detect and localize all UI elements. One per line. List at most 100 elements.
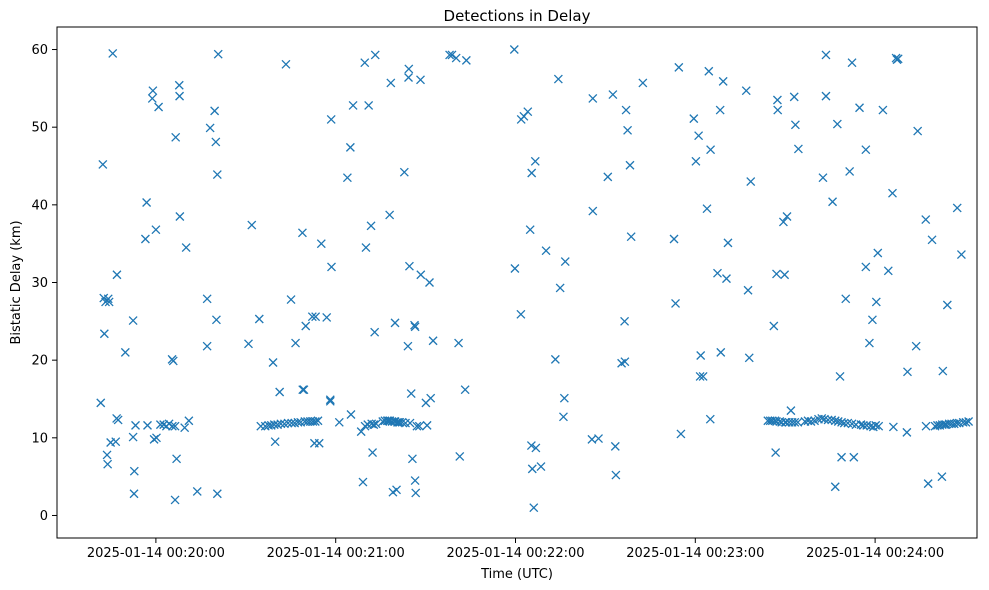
- data-point: [346, 410, 356, 419]
- data-point: [674, 62, 684, 72]
- data-point: [911, 341, 921, 351]
- data-point: [529, 503, 539, 513]
- data-point: [370, 50, 380, 60]
- data-point: [927, 235, 937, 245]
- data-point: [769, 321, 779, 331]
- data-point: [864, 338, 874, 348]
- data-point: [638, 78, 648, 88]
- data-point: [621, 105, 631, 115]
- x-axis-label: Time (UTC): [480, 567, 553, 582]
- data-point: [152, 433, 161, 443]
- data-point: [722, 274, 731, 284]
- x-tick-label: 2025-01-14 00:21:00: [267, 546, 405, 561]
- data-point: [772, 269, 781, 279]
- data-point: [509, 45, 519, 54]
- data-point: [902, 427, 912, 437]
- y-tick-label: 50: [31, 121, 48, 136]
- data-point: [778, 217, 788, 227]
- data-point: [878, 105, 888, 115]
- data-point: [276, 419, 286, 429]
- data-point: [803, 416, 813, 426]
- data-point: [112, 270, 122, 280]
- data-point: [594, 434, 603, 444]
- data-point: [676, 429, 686, 439]
- data-point: [861, 262, 871, 272]
- data-point: [702, 204, 712, 214]
- data-point: [555, 283, 565, 293]
- data-point: [823, 415, 833, 425]
- data-point: [212, 489, 222, 499]
- data-point: [202, 341, 212, 351]
- data-point: [526, 441, 536, 451]
- data-point: [625, 160, 635, 170]
- data-point: [588, 206, 598, 216]
- data-point: [771, 448, 781, 458]
- data-point: [404, 73, 413, 82]
- data-point: [818, 173, 828, 183]
- data-point: [921, 215, 931, 225]
- data-point: [828, 197, 838, 207]
- data-point: [98, 159, 108, 169]
- data-point: [184, 416, 194, 426]
- data-point: [845, 166, 855, 176]
- data-point: [390, 318, 400, 328]
- data-point: [706, 145, 716, 155]
- data-point: [167, 421, 177, 431]
- data-point: [451, 53, 461, 63]
- data-point: [669, 234, 679, 244]
- x-tick-label: 2025-01-14 00:20:00: [87, 546, 225, 561]
- data-point: [871, 297, 881, 307]
- data-point: [325, 395, 335, 405]
- data-point: [172, 454, 182, 464]
- data-point: [861, 145, 871, 155]
- data-point: [99, 329, 109, 339]
- data-point: [705, 414, 715, 424]
- data-point: [205, 123, 215, 133]
- data-point: [210, 106, 220, 116]
- data-point: [718, 76, 728, 86]
- data-point: [623, 125, 633, 135]
- data-point: [873, 248, 883, 258]
- data-point: [858, 420, 868, 430]
- y-tick-label: 10: [31, 431, 48, 446]
- axes-frame: [56, 26, 978, 539]
- data-point: [247, 220, 257, 230]
- data-point: [360, 58, 370, 68]
- data-point: [550, 354, 560, 364]
- data-point: [835, 372, 845, 381]
- data-point: [102, 450, 112, 460]
- data-point: [369, 420, 379, 430]
- data-point: [281, 59, 291, 69]
- data-point: [772, 95, 782, 105]
- data-point: [211, 315, 221, 325]
- data-point: [103, 294, 113, 304]
- data-point: [713, 268, 722, 278]
- data-point: [961, 417, 971, 427]
- data-point: [455, 451, 465, 461]
- data-point: [560, 257, 570, 266]
- data-point: [170, 495, 180, 505]
- data-point: [275, 387, 285, 397]
- data-point: [334, 417, 344, 427]
- data-point: [689, 114, 699, 124]
- data-point: [611, 470, 621, 480]
- data-point: [104, 297, 114, 307]
- data-point: [744, 353, 754, 363]
- data-point: [454, 338, 464, 348]
- x-tick-label: 2025-01-14 00:23:00: [626, 546, 764, 561]
- data-point: [142, 198, 152, 207]
- data-point: [404, 261, 414, 271]
- data-point: [855, 103, 864, 113]
- data-point: [416, 270, 426, 280]
- data-point: [553, 74, 563, 84]
- data-point: [620, 316, 630, 326]
- data-point: [790, 417, 800, 427]
- data-point: [952, 203, 962, 213]
- data-point: [313, 416, 323, 426]
- data-point: [913, 126, 923, 136]
- data-point: [793, 417, 803, 427]
- data-point: [283, 418, 293, 428]
- data-point: [938, 366, 948, 376]
- data-point: [412, 421, 422, 431]
